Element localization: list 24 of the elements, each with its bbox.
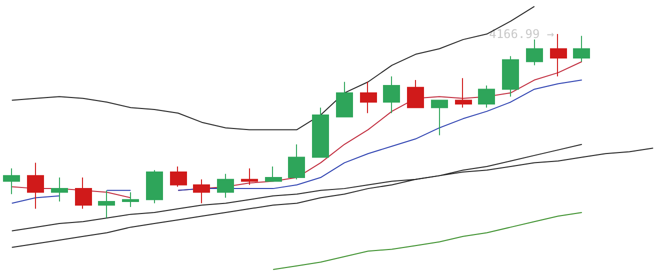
candlestick (455, 78, 472, 108)
candlestick (146, 170, 163, 204)
candlestick (336, 81, 353, 118)
candlestick (431, 100, 448, 136)
candlestick (265, 166, 282, 182)
candlestick (407, 80, 424, 108)
candlestick (360, 81, 377, 114)
candlestick (288, 144, 305, 180)
candlestick (502, 56, 519, 98)
candlestick (526, 39, 543, 66)
candlestick (241, 168, 258, 186)
candlestick (51, 177, 68, 202)
candlestick (383, 76, 400, 114)
candlestick (217, 173, 234, 198)
candlestick (573, 35, 590, 62)
candlestick (170, 166, 187, 188)
candlestick (193, 178, 210, 204)
candlestick (27, 162, 44, 210)
candlestick (478, 85, 495, 108)
candlestick (122, 192, 139, 208)
candlestick (75, 177, 92, 210)
candlestick (312, 107, 329, 158)
candlestick (3, 168, 20, 195)
candlestick (98, 190, 115, 218)
